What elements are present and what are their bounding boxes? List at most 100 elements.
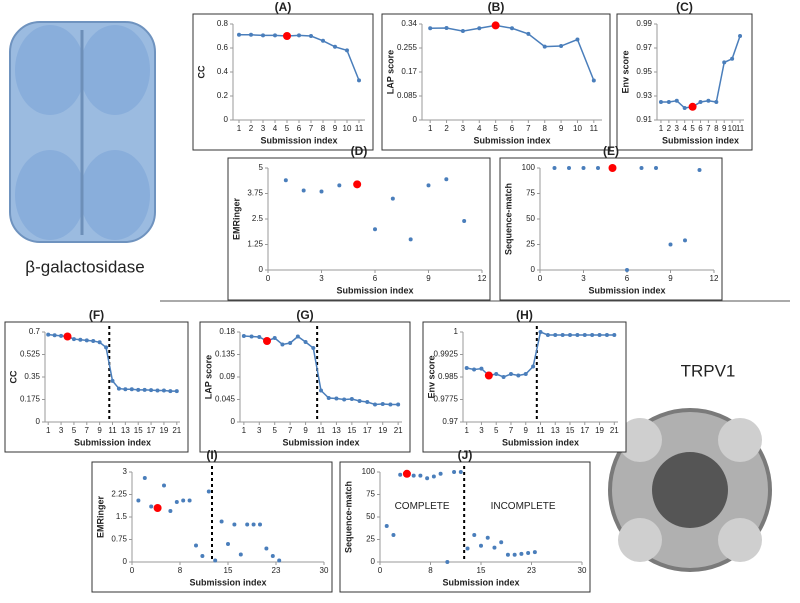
data-point xyxy=(612,333,617,337)
data-point xyxy=(501,375,506,379)
x-tick-label: 8 xyxy=(543,124,548,133)
data-point xyxy=(477,26,482,31)
data-point xyxy=(162,483,166,488)
x-tick-label: 30 xyxy=(578,566,587,575)
data-point xyxy=(277,558,282,563)
y-tick-label: 2.5 xyxy=(252,214,264,223)
data-point xyxy=(295,334,300,339)
x-tick-label: 10 xyxy=(343,124,352,133)
x-tick-label: 5 xyxy=(494,426,499,435)
data-point xyxy=(257,335,262,339)
data-point xyxy=(194,543,198,548)
data-point xyxy=(581,166,586,170)
data-point xyxy=(365,400,370,404)
x-tick-label: 30 xyxy=(320,566,329,575)
x-tick-label: 9 xyxy=(524,426,529,435)
x-tick-label: 3 xyxy=(461,124,466,133)
data-point xyxy=(270,554,275,558)
data-point xyxy=(425,476,430,481)
y-tick-label: 0.085 xyxy=(397,91,418,100)
x-tick-label: 1 xyxy=(237,124,242,133)
data-point xyxy=(297,33,301,38)
chart-frame xyxy=(192,13,374,151)
x-tick-label: 9 xyxy=(303,426,308,435)
x-tick-label: 3 xyxy=(319,274,324,283)
data-point xyxy=(136,498,141,503)
y-axis-label: EMRinger xyxy=(95,496,105,539)
data-point xyxy=(280,342,285,347)
y-tick-label: 0.045 xyxy=(215,395,236,404)
data-point xyxy=(249,334,254,339)
data-point xyxy=(553,333,558,337)
data-point xyxy=(508,372,513,376)
data-point xyxy=(714,100,719,104)
highlight-point xyxy=(353,180,362,189)
data-point xyxy=(59,333,64,338)
data-point xyxy=(658,100,663,104)
chart-frame xyxy=(381,13,611,151)
x-tick-label: 8 xyxy=(428,566,433,575)
data-point xyxy=(604,333,609,337)
y-tick-label: 0 xyxy=(224,115,229,124)
data-point xyxy=(181,498,186,503)
y-tick-label: 0.4 xyxy=(217,67,229,76)
x-tick-label: 3 xyxy=(479,426,484,435)
x-tick-label: 0 xyxy=(378,566,383,575)
x-tick-label: 3 xyxy=(257,426,262,435)
data-point xyxy=(326,396,331,400)
data-point xyxy=(136,387,141,392)
data-point xyxy=(342,397,347,402)
data-point xyxy=(706,98,711,103)
y-tick-label: 0.97 xyxy=(442,417,458,426)
x-tick-label: 7 xyxy=(509,426,514,435)
data-point xyxy=(319,388,323,393)
highlight-point xyxy=(63,332,72,341)
chart-frame xyxy=(499,157,723,301)
data-point xyxy=(428,26,433,31)
data-point xyxy=(333,44,337,49)
data-point xyxy=(458,470,463,474)
y-tick-label: 0.91 xyxy=(636,115,652,124)
y-tick-label: 0 xyxy=(531,265,536,274)
data-point xyxy=(311,346,316,350)
y-tick-label: 1 xyxy=(454,327,459,336)
data-point xyxy=(52,333,57,338)
y-axis-label: EMRinger xyxy=(231,198,241,241)
data-point xyxy=(698,100,703,104)
data-point xyxy=(738,34,743,38)
data-point xyxy=(431,474,436,479)
x-tick-label: 1 xyxy=(464,426,469,435)
data-point xyxy=(206,489,211,494)
data-point xyxy=(97,340,102,345)
data-point xyxy=(110,378,115,383)
data-point xyxy=(273,33,277,38)
data-point xyxy=(597,333,602,337)
data-point xyxy=(373,227,377,232)
data-point xyxy=(538,330,543,334)
x-tick-label: 7 xyxy=(706,124,711,133)
chart-title: (F) xyxy=(89,308,104,322)
y-tick-label: 0.75 xyxy=(111,535,127,544)
x-tick-label: 8 xyxy=(714,124,719,133)
data-point xyxy=(479,543,483,548)
highlight-point xyxy=(491,21,500,30)
data-point xyxy=(309,34,313,38)
x-tick-label: 6 xyxy=(297,124,302,133)
x-tick-label: 2 xyxy=(249,124,254,133)
data-point xyxy=(674,98,679,103)
data-point xyxy=(510,26,514,31)
x-tick-label: 11 xyxy=(317,426,326,435)
x-tick-label: 13 xyxy=(121,426,130,435)
trpv1-image xyxy=(608,408,772,572)
x-axis-label: Submission index xyxy=(189,577,266,587)
data-point xyxy=(560,333,565,337)
data-point xyxy=(174,500,179,504)
x-axis-label: Submission index xyxy=(442,577,519,587)
data-point xyxy=(303,340,308,344)
data-point xyxy=(472,367,477,372)
x-tick-label: 21 xyxy=(610,426,619,435)
data-point xyxy=(460,29,465,34)
data-point xyxy=(149,388,154,393)
y-tick-label: 0.34 xyxy=(401,19,417,28)
